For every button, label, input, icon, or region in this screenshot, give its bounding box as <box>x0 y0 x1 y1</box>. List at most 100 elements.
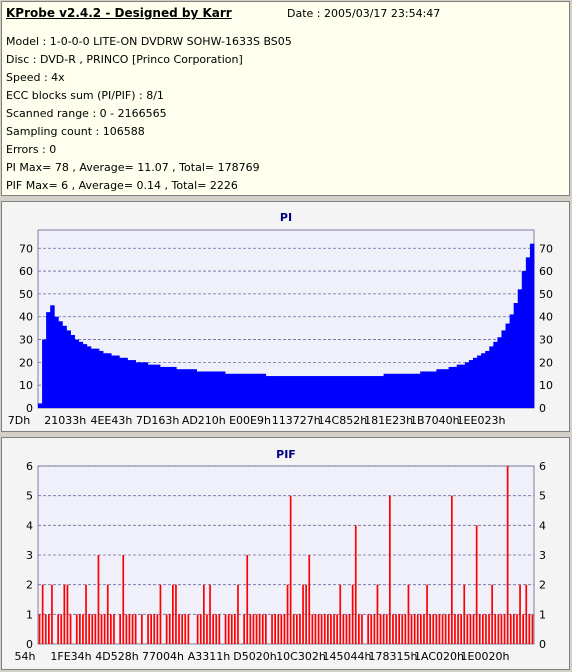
pi-bar <box>509 314 515 408</box>
pif-bar <box>441 614 444 644</box>
x-tick-label: E00E9h <box>229 414 271 427</box>
pi-bar <box>294 376 299 408</box>
pif-bar <box>38 614 41 644</box>
chart-title: PI <box>280 211 292 224</box>
pi-bar <box>273 376 279 408</box>
pif-bar <box>181 614 184 644</box>
pi-bar <box>233 373 238 408</box>
x-tick-label: 1AC020h <box>414 650 464 663</box>
pi-bar <box>225 373 230 408</box>
pi-bar <box>90 348 96 408</box>
pi-bar <box>387 373 393 408</box>
pif-bar <box>506 466 509 644</box>
pif-bar <box>289 495 292 644</box>
pif-bar <box>348 614 351 644</box>
pi-bar <box>290 376 295 408</box>
pif-bar <box>370 614 373 644</box>
pi-bar <box>261 373 267 408</box>
pi-bar <box>444 369 450 408</box>
pi-bar <box>115 355 120 408</box>
pif-bar <box>82 614 84 644</box>
pif-bar <box>379 614 382 644</box>
x-tick-label: 54h <box>15 650 36 663</box>
pif-bar <box>66 584 69 644</box>
pi-bar <box>196 371 202 408</box>
pif-bar <box>44 614 47 644</box>
pif-bar <box>100 614 103 644</box>
pif-bar <box>277 614 280 644</box>
pif-bar <box>153 614 156 644</box>
pi-bar <box>306 376 311 408</box>
pif-bar <box>199 614 202 644</box>
y-tick-label-left: 3 <box>26 549 33 562</box>
pif-chart: PIF 0 0 1 1 2 2 3 3 4 4 5 5 6 6 54h 1FE34h 4D528h 77004h A3… <box>15 448 546 663</box>
pi-bar <box>42 339 47 408</box>
pif-bar <box>261 614 264 644</box>
pif-bar <box>438 614 441 644</box>
y-tick-label-left: 6 <box>26 460 33 473</box>
x-tick-label: 21033h <box>44 414 86 427</box>
pi-bar <box>46 312 51 408</box>
pif-bar <box>314 614 317 644</box>
pif-bar <box>91 614 94 644</box>
pi-bar <box>497 337 502 408</box>
pi-bar <box>204 371 210 408</box>
pif-bar <box>478 614 481 644</box>
pi-bar <box>383 373 389 408</box>
pif-bar <box>122 555 125 644</box>
pif-bar <box>109 614 112 644</box>
pif-bar <box>382 614 385 644</box>
pi-bar <box>359 376 364 408</box>
pi-bar <box>460 364 466 408</box>
pi-bar <box>464 362 470 408</box>
pi-bar <box>501 330 506 408</box>
pif-bar <box>435 614 438 644</box>
pif-bar <box>237 584 239 644</box>
pi-bar <box>477 355 482 408</box>
pif-bar <box>47 614 50 644</box>
pi-bar <box>253 373 258 408</box>
pif-bar <box>450 495 453 644</box>
pif-bar <box>326 614 329 644</box>
pi-bar <box>355 376 360 408</box>
pi-bar <box>505 323 511 408</box>
y-tick-label-right: 4 <box>539 519 546 532</box>
pi-bar <box>155 364 161 408</box>
pif-bar <box>271 614 273 644</box>
pif-bar <box>165 614 168 644</box>
pif-bar <box>292 614 295 644</box>
pif-bar <box>351 584 354 644</box>
pif-bar <box>531 614 534 644</box>
pif-bar <box>317 614 320 644</box>
pi-bar <box>131 360 136 408</box>
pif-bar <box>175 584 177 644</box>
pif-bar <box>330 614 332 644</box>
y-tick-label-left: 50 <box>19 288 33 301</box>
pi-chart: PI 0 0 10 10 20 20 30 30 40 40 50 50 60 60 70 70 7Dh 21033… <box>8 211 553 427</box>
pif-bar <box>357 614 360 644</box>
y-tick-label-left: 5 <box>26 490 33 503</box>
pif-bar <box>196 614 199 644</box>
pi-bar <box>342 376 348 408</box>
pif-bar <box>283 614 286 644</box>
y-tick-label-left: 70 <box>19 242 33 255</box>
pif-bar <box>497 614 500 644</box>
pif-bar <box>463 584 466 644</box>
pi-bar <box>513 303 519 408</box>
pi-bar <box>468 360 474 408</box>
x-tick-label: 181E23h <box>364 414 413 427</box>
pi-bar <box>208 371 214 408</box>
pif-bar <box>426 584 428 644</box>
pif-bar <box>75 614 78 644</box>
info-sampling: Sampling count : 106588 <box>6 125 145 138</box>
pi-bar <box>529 243 535 408</box>
x-tick-label: 1E0020h <box>461 650 510 663</box>
pi-bar <box>326 376 332 408</box>
pif-bar <box>131 614 134 644</box>
y-tick-label-right: 20 <box>539 356 553 369</box>
pi-bar <box>334 376 340 408</box>
pi-bar <box>66 330 71 408</box>
pi-bar <box>143 362 149 408</box>
pif-bar <box>202 584 205 644</box>
pi-bar <box>58 321 63 408</box>
